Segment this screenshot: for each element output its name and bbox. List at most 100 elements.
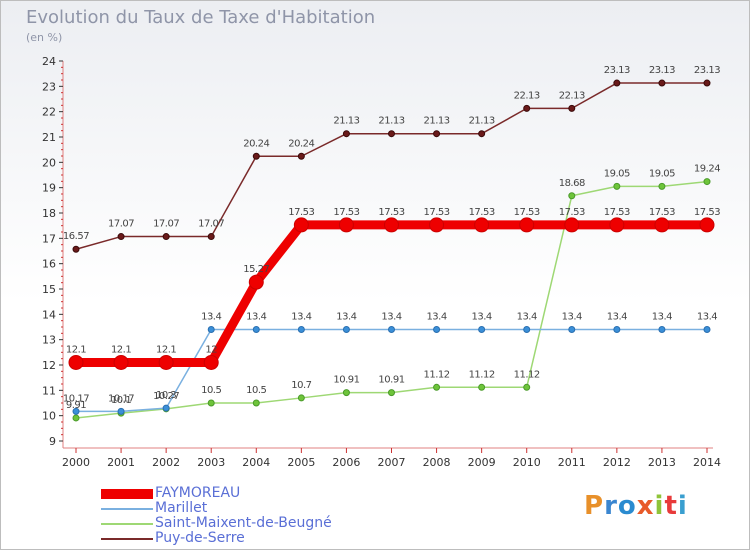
x-tick-label: 2008 xyxy=(423,456,451,469)
data-point xyxy=(474,217,490,233)
proxiti-logo: Proxiti xyxy=(584,491,688,521)
y-tick-label: 24 xyxy=(42,55,56,68)
data-point xyxy=(293,217,309,233)
data-label: 17.53 xyxy=(694,207,720,218)
y-tick-label: 18 xyxy=(42,207,56,220)
y-tick-label: 10 xyxy=(42,410,56,423)
data-label: 17.53 xyxy=(514,207,540,218)
x-tick-label: 2000 xyxy=(62,456,90,469)
data-point xyxy=(703,178,711,186)
data-point xyxy=(613,182,621,190)
data-label: 13.4 xyxy=(472,312,492,323)
data-point xyxy=(117,407,125,415)
data-label: 22.13 xyxy=(559,90,585,101)
data-label: 21.13 xyxy=(333,116,359,127)
x-tick-label: 2005 xyxy=(287,456,315,469)
y-tick-label: 14 xyxy=(42,308,56,321)
data-label: 16.57 xyxy=(63,231,89,242)
x-tick-label: 2013 xyxy=(648,456,676,469)
x-tick-label: 2007 xyxy=(378,456,406,469)
legend-label: FAYMOREAU xyxy=(155,485,241,501)
data-point xyxy=(478,326,486,334)
data-label: 17.53 xyxy=(559,207,585,218)
data-point xyxy=(338,217,354,233)
data-label: 11.12 xyxy=(424,369,450,380)
legend-label: Saint-Maixent-de-Beugné xyxy=(155,515,332,531)
data-point xyxy=(519,217,535,233)
legend-label: Puy-de-Serre xyxy=(155,530,245,546)
series-line xyxy=(76,220,707,367)
data-point xyxy=(523,104,531,112)
chart-subtitle: (en %) xyxy=(26,31,63,44)
legend-label: Marillet xyxy=(155,500,208,516)
data-label: 10.3 xyxy=(156,390,176,401)
x-tick-label: 2011 xyxy=(558,456,586,469)
data-point xyxy=(113,354,129,370)
x-tick-label: 2014 xyxy=(693,456,721,469)
x-tick-label: 2004 xyxy=(242,456,270,469)
data-point xyxy=(117,233,125,241)
x-tick-label: 2003 xyxy=(197,456,225,469)
data-label: 17.53 xyxy=(649,207,675,218)
data-point xyxy=(703,79,711,87)
y-tick-label: 21 xyxy=(42,131,56,144)
data-label: 15.27 xyxy=(243,264,269,275)
data-label: 13.4 xyxy=(201,312,221,323)
data-label: 13.4 xyxy=(607,312,627,323)
data-label: 9.91 xyxy=(66,400,86,411)
legend-swatch xyxy=(101,507,153,510)
data-point xyxy=(568,104,576,112)
data-label: 13.4 xyxy=(381,312,401,323)
data-point xyxy=(203,354,219,370)
data-label: 17.53 xyxy=(288,207,314,218)
data-point xyxy=(388,389,395,397)
data-label: 23.13 xyxy=(604,65,630,76)
data-point xyxy=(388,130,395,138)
data-point xyxy=(252,152,260,160)
data-point xyxy=(297,326,305,334)
data-label: 10.5 xyxy=(246,385,266,396)
data-label: 20.24 xyxy=(243,138,269,149)
data-point xyxy=(433,383,441,391)
data-point xyxy=(297,394,305,402)
data-point xyxy=(523,383,531,391)
data-label: 21.13 xyxy=(378,116,404,127)
chart-legend: FAYMOREAU Marillet Saint-Maixent-de-Beug… xyxy=(101,486,332,546)
data-point xyxy=(658,182,666,190)
y-tick-label: 22 xyxy=(42,106,56,119)
data-point xyxy=(699,217,715,233)
data-label: 18.68 xyxy=(559,178,585,189)
data-label: 10.91 xyxy=(378,375,404,386)
data-point xyxy=(523,326,531,334)
data-point xyxy=(429,217,445,233)
data-label: 10.7 xyxy=(291,380,311,391)
data-point xyxy=(384,217,399,233)
data-label: 10.17 xyxy=(63,393,89,404)
data-label: 10.17 xyxy=(108,393,134,404)
data-label: 19.24 xyxy=(694,164,720,175)
data-point xyxy=(654,217,670,233)
data-point xyxy=(433,130,441,138)
y-tick-label: 9 xyxy=(49,435,56,448)
data-point xyxy=(162,404,170,412)
data-point xyxy=(388,326,395,334)
data-label: 13.4 xyxy=(246,312,266,323)
chart-title: Evolution du Taux de Taxe d'Habitation xyxy=(26,7,376,28)
data-label: 10.91 xyxy=(333,375,359,386)
data-label: 10.5 xyxy=(201,385,221,396)
data-point xyxy=(478,383,486,391)
data-label: 22.13 xyxy=(514,90,540,101)
data-label: 13.4 xyxy=(426,312,446,323)
data-label: 17.53 xyxy=(333,207,359,218)
data-point xyxy=(568,326,576,334)
data-label: 11.12 xyxy=(469,369,495,380)
data-label: 12.1 xyxy=(111,344,131,355)
data-point xyxy=(342,389,350,397)
data-point xyxy=(613,79,621,87)
legend-item-saint-maixent: Saint-Maixent-de-Beugné xyxy=(101,516,332,531)
data-point xyxy=(252,326,260,334)
y-tick-label: 23 xyxy=(42,80,56,93)
data-point xyxy=(342,130,350,138)
data-point xyxy=(609,217,625,233)
